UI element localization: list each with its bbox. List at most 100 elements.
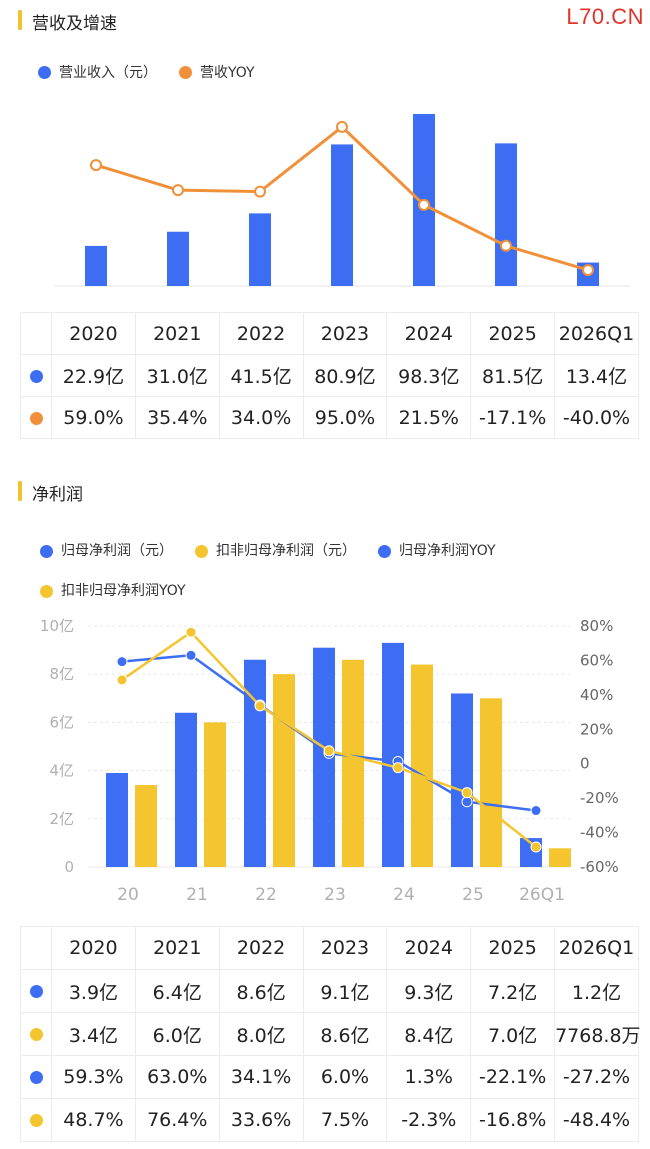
net-profit-bar bbox=[175, 712, 197, 867]
deducted-profit-yoy-point bbox=[185, 626, 197, 638]
profit-legend: 归母净利润（元） 扣非归母净利润（元） 归母净利润YOY 扣非归母净利润YOY bbox=[40, 533, 640, 613]
table-corner-cell bbox=[20, 926, 52, 970]
table-cell: -40.0% bbox=[554, 396, 639, 439]
table-cell: 41.5亿 bbox=[218, 354, 304, 397]
deducted-profit-bar bbox=[342, 659, 364, 867]
table-cell: 34.0% bbox=[218, 396, 304, 439]
deducted-profit-bar bbox=[273, 674, 295, 867]
series-dot-icon bbox=[29, 1071, 43, 1084]
deducted-profit-yoy-point bbox=[323, 745, 335, 757]
net-profit-bar bbox=[244, 659, 266, 867]
net-profit-yoy-point bbox=[116, 656, 128, 668]
net-profit-yoy-point bbox=[530, 805, 542, 817]
legend-label: 营收YOY bbox=[200, 65, 255, 81]
table-header-row: 2020 2021 2022 2023 2024 2025 2026Q1 bbox=[20, 312, 639, 355]
net-profit-yoy-point bbox=[185, 649, 197, 661]
legend-label: 归母净利润YOY bbox=[399, 543, 496, 559]
x-tick-label: 23 bbox=[324, 885, 346, 905]
left-tick-label: 4亿 bbox=[49, 762, 74, 780]
table-cell: -27.2% bbox=[554, 1055, 639, 1099]
table-cell: 8.0亿 bbox=[218, 1012, 304, 1056]
table-cell: -22.1% bbox=[470, 1055, 556, 1099]
revenue-yoy-point bbox=[500, 239, 512, 252]
table-header-cell: 2022 bbox=[218, 312, 304, 355]
left-tick-label: 2亿 bbox=[49, 810, 74, 828]
net-profit-bar bbox=[106, 773, 128, 867]
table-header-cell: 2024 bbox=[386, 926, 472, 970]
table-row: 3.9亿 6.4亿 8.6亿 9.1亿 9.3亿 7.2亿 1.2亿 bbox=[20, 969, 639, 1013]
profit-legend-item: 归母净利润（元） bbox=[40, 533, 173, 570]
legend-dot-icon bbox=[40, 545, 53, 558]
x-tick-label: 22 bbox=[255, 885, 277, 905]
revenue-bar bbox=[495, 143, 517, 286]
table-cell: 80.9亿 bbox=[302, 354, 388, 397]
table-cell: 6.4亿 bbox=[134, 969, 220, 1013]
revenue-chart bbox=[54, 113, 630, 287]
row-marker-cell bbox=[20, 396, 52, 439]
table-cell: 7.2亿 bbox=[470, 969, 556, 1013]
table-cell: 3.9亿 bbox=[51, 969, 136, 1013]
series-dot-icon bbox=[29, 411, 43, 425]
revenue-table: 2020 2021 2022 2023 2024 2025 2026Q1 22.9亿 31.0亿… bbox=[20, 312, 639, 439]
table-header-cell: 2021 bbox=[134, 926, 220, 970]
revenue-section-title: 营收及增速 bbox=[32, 14, 117, 34]
table-row: 3.4亿 6.0亿 8.0亿 8.6亿 8.4亿 7.0亿 7768.8万 bbox=[20, 1012, 641, 1056]
right-tick-label: 40% bbox=[580, 686, 613, 704]
table-header-cell: 2026Q1 bbox=[554, 312, 639, 355]
table-header-cell: 2020 bbox=[51, 926, 136, 970]
series-dot-icon bbox=[29, 1028, 43, 1041]
profit-section-marker bbox=[18, 481, 22, 501]
table-header-cell: 2023 bbox=[302, 926, 388, 970]
legend-label: 归母净利润（元） bbox=[61, 543, 173, 559]
deducted-profit-yoy-point bbox=[461, 787, 473, 799]
right-tick-label: 0 bbox=[580, 755, 590, 773]
table-cell: 9.3亿 bbox=[386, 969, 472, 1013]
table-cell: 7768.8万 bbox=[554, 1012, 641, 1056]
revenue-yoy-point bbox=[418, 198, 430, 211]
table-header-cell: 2022 bbox=[218, 926, 304, 970]
watermark: L70.CN bbox=[566, 4, 644, 29]
profit-legend-item: 归母净利润YOY bbox=[378, 533, 496, 570]
deducted-profit-bar bbox=[135, 785, 157, 867]
table-cell: 76.4% bbox=[134, 1098, 220, 1142]
left-tick-label: 0 bbox=[64, 858, 74, 876]
right-tick-label: 80% bbox=[580, 617, 613, 635]
legend-dot-icon bbox=[38, 65, 51, 79]
net-profit-bar bbox=[313, 647, 335, 867]
table-cell: 34.1% bbox=[218, 1055, 304, 1099]
row-marker-cell bbox=[20, 354, 52, 397]
table-cell: 59.3% bbox=[51, 1055, 136, 1099]
net-profit-yoy-point bbox=[461, 796, 473, 808]
table-cell: 8.6亿 bbox=[302, 1012, 388, 1056]
deducted-profit-yoy-point bbox=[254, 700, 266, 712]
table-cell: 98.3亿 bbox=[386, 354, 472, 397]
table-header-cell: 2024 bbox=[386, 312, 472, 355]
table-row: 59.3% 63.0% 34.1% 6.0% 1.3% -22.1% -27.2% bbox=[20, 1055, 639, 1099]
profit-legend-item: 扣非归母净利润（元） bbox=[195, 533, 356, 570]
table-cell: 6.0% bbox=[302, 1055, 388, 1099]
revenue-yoy-point bbox=[90, 159, 102, 172]
table-cell: 7.0亿 bbox=[470, 1012, 556, 1056]
table-cell: 1.2亿 bbox=[554, 969, 639, 1013]
table-corner-cell bbox=[20, 312, 52, 355]
x-tick-label: 26Q1 bbox=[519, 885, 565, 905]
deducted-profit-yoy-point bbox=[530, 841, 542, 853]
table-cell: 7.5% bbox=[302, 1098, 388, 1142]
table-cell: -16.8% bbox=[470, 1098, 556, 1142]
legend-dot-icon bbox=[378, 545, 391, 558]
series-dot-icon bbox=[29, 985, 43, 998]
revenue-yoy-point bbox=[336, 120, 348, 133]
profit-table: 2020 2021 2022 2023 2024 2025 2026Q1 3.9亿 6.4亿 8.… bbox=[20, 926, 641, 1142]
legend-dot-icon bbox=[179, 65, 192, 79]
table-row: 22.9亿 31.0亿 41.5亿 80.9亿 98.3亿 81.5亿 13.4亿 bbox=[20, 354, 639, 397]
table-cell: 8.4亿 bbox=[386, 1012, 472, 1056]
table-cell: 8.6亿 bbox=[218, 969, 304, 1013]
series-dot-icon bbox=[29, 1114, 43, 1127]
legend-label: 营业收入（元） bbox=[59, 65, 157, 81]
table-header-cell: 2025 bbox=[470, 926, 556, 970]
legend-dot-icon bbox=[40, 585, 53, 598]
table-cell: 33.6% bbox=[218, 1098, 304, 1142]
legend-label: 扣非归母净利润（元） bbox=[216, 543, 356, 559]
profit-legend-item: 扣非归母净利润YOY bbox=[40, 573, 186, 610]
table-header-cell: 2021 bbox=[134, 312, 220, 355]
